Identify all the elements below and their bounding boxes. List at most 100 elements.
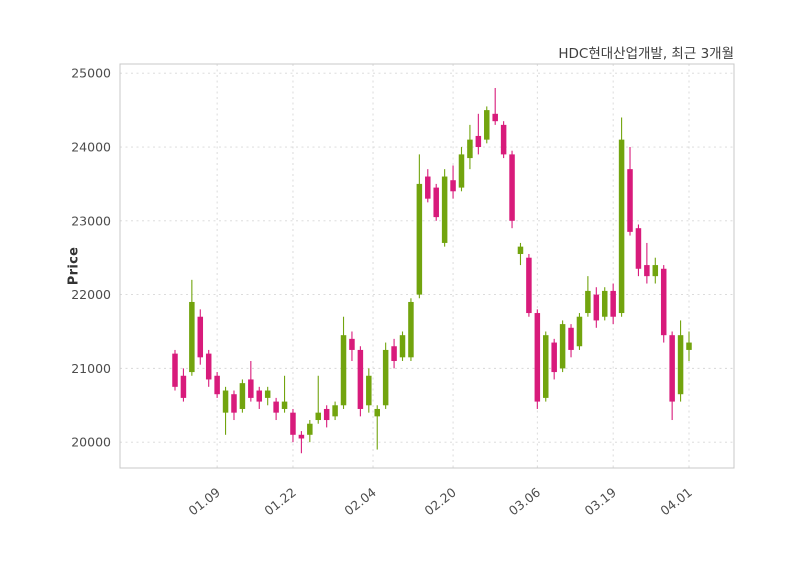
candle-up [686,331,692,362]
candle-body [374,408,380,417]
candle-up [239,379,246,413]
candle-down [256,386,263,409]
candle-body [500,124,507,155]
candle-body [484,110,490,140]
candle-body [509,154,515,221]
candle-body [568,327,574,350]
x-tick-label: 01.09 [186,485,223,519]
candle-down [526,254,532,317]
candle-up [576,313,583,350]
candle-down [610,283,616,325]
candle-down [205,349,212,387]
candle-up [618,117,625,317]
candle-down [551,338,557,380]
candle-body [307,423,313,435]
candle-down [635,224,642,277]
gridlines [120,64,734,468]
candle-up [467,124,473,170]
candle-body [492,113,498,122]
candle-body [526,257,532,314]
y-tick-labels: 20000 21000 22000 23000 24000 25000 [71,66,111,450]
candle-body [357,349,364,409]
candle-body [686,342,692,350]
y-tick-label: 20000 [71,435,111,450]
candle-body [618,139,625,314]
candle-body [349,338,355,350]
candle-body [298,434,305,439]
candle-body [593,294,600,321]
candle-body [534,313,541,402]
candle-body [660,268,667,336]
candle-up [601,287,608,321]
candle-body [543,335,549,398]
candle-down [231,390,237,421]
candle-body [248,379,254,398]
y-tick-label: 22000 [71,287,111,302]
candle-body [627,169,633,232]
x-tick-label: 02.20 [421,485,458,519]
candle-body [281,401,288,409]
candle-down [500,121,507,159]
candle-up [222,386,229,435]
candle-body [231,394,237,413]
candle-body [315,412,321,421]
candle-up [374,405,380,450]
candle-down [534,309,541,409]
candle-body [441,176,448,243]
candle-body [610,290,616,317]
candle-body [551,342,557,373]
candle-body [644,265,650,277]
candle-body [475,135,482,148]
candle-down [349,331,355,362]
candle-body [256,390,263,402]
x-tick-label: 04.01 [657,485,694,519]
candle-down [197,309,204,365]
candle-down [391,338,397,369]
candle-body [222,390,229,413]
x-tick-label: 03.06 [506,485,543,519]
candle-down [593,287,600,328]
candle-up [382,342,389,409]
candle-down [290,408,296,443]
y-tick-label: 24000 [71,140,111,155]
candle-up [264,386,271,406]
candle-body [323,408,330,421]
candle-up [307,420,313,443]
candle-up [517,242,524,266]
candle-up [585,276,591,317]
candle-down [644,242,650,284]
candle-down [660,265,667,343]
candle-up [281,375,288,413]
candle-body [458,154,465,188]
candle-up [366,368,372,413]
candle-up [543,331,549,402]
candle-down [568,324,574,358]
candle-up [458,147,465,192]
candle-body [450,180,456,192]
candle-down [323,405,330,428]
candle-body [576,316,583,347]
candle-body [601,290,608,317]
y-tick-label: 23000 [71,213,111,228]
candle-body [585,290,591,314]
candle-down [509,150,515,229]
candle-body [180,375,187,398]
candle-down [180,368,187,402]
candle-body [416,183,423,295]
candle-down [298,431,305,454]
candle-body [189,301,195,373]
candle-body [433,187,439,218]
candle-body [467,139,473,159]
candle-down [433,183,439,221]
candle-down [669,331,675,421]
candle-body [677,335,684,395]
candle-body [382,349,389,406]
y-axis-label: Price [66,246,82,286]
candle-body [172,353,178,387]
candle-up [416,154,423,299]
x-tick-labels: 01.09 01.22 02.04 02.20 03.06 03.19 04.01 [186,485,695,519]
candle-up [399,331,406,362]
plot-border [119,63,735,469]
candle-up [652,257,659,284]
